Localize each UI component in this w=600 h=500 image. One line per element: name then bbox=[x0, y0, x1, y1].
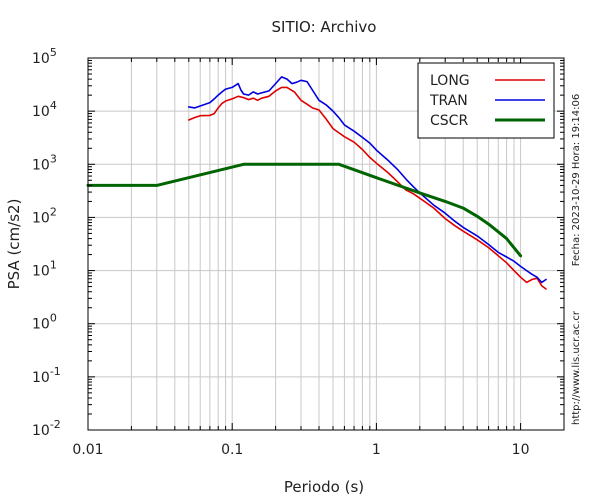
series-line-cscr bbox=[86, 162, 523, 258]
chart-title: SITIO: Archivo bbox=[272, 18, 377, 36]
series-line-long bbox=[188, 86, 547, 290]
legend-label-long: LONG bbox=[430, 73, 470, 89]
x-tick-label: 0.01 bbox=[72, 442, 103, 458]
y-tick-label: 100 bbox=[32, 312, 57, 333]
y-tick-label: 104 bbox=[32, 99, 57, 120]
y-tick-label: 102 bbox=[32, 205, 57, 226]
y-tick-label: 101 bbox=[32, 259, 57, 280]
plot-frame bbox=[87, 57, 565, 431]
y-tick-label: 105 bbox=[32, 46, 57, 67]
series-layer bbox=[86, 76, 547, 290]
legend-items: LONG TRAN CSCR bbox=[429, 73, 545, 129]
legend-label-cscr: CSCR bbox=[430, 113, 468, 129]
legend: LONG TRAN CSCR bbox=[417, 62, 555, 139]
y-tick-label: 10-1 bbox=[32, 365, 61, 386]
y-tick-label: 103 bbox=[32, 152, 57, 173]
x-axis-label: Periodo (s) bbox=[284, 478, 364, 496]
x-tick-label: 1 bbox=[372, 442, 381, 458]
legend-label-tran: TRAN bbox=[429, 93, 468, 109]
x-tick-label: 0.1 bbox=[221, 442, 243, 458]
y-tick-label: 10-2 bbox=[32, 418, 61, 439]
source-url: http://www.lis.ucr.ac.cr bbox=[571, 310, 582, 425]
axis-ticks bbox=[87, 57, 565, 431]
datetime-stamp: Fecha: 2023-10-29 Hora: 19:14:06 bbox=[571, 94, 582, 267]
tick-labels: 0.01 0.1 1 10 10-2 10-1 100 101 102 103 104 105 bbox=[32, 46, 530, 458]
series-line-tran bbox=[188, 76, 547, 284]
x-tick-label: 10 bbox=[512, 442, 530, 458]
y-axis-label: PSA (cm/s2) bbox=[5, 199, 23, 290]
